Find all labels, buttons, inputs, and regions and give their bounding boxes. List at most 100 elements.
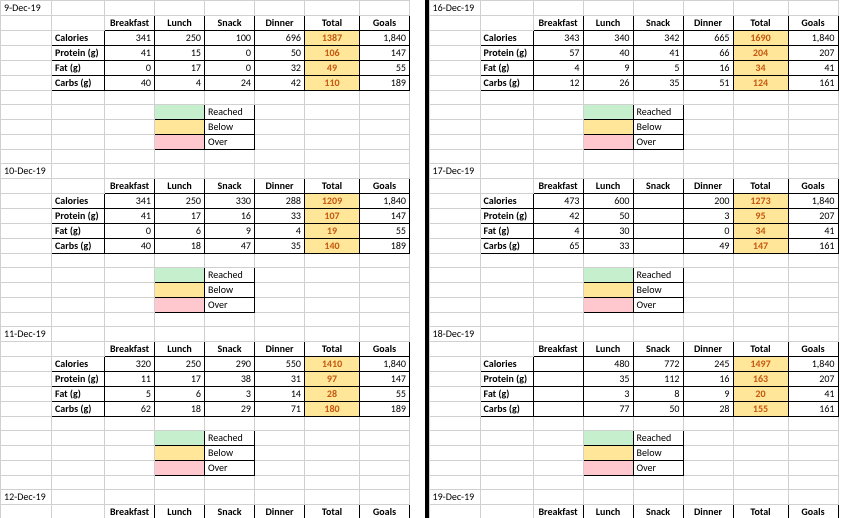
empty-cell <box>429 179 480 194</box>
empty-cell <box>583 476 633 490</box>
total-cell: 20 <box>733 387 788 402</box>
empty-cell <box>733 417 788 431</box>
legend-swatch <box>155 298 205 313</box>
empty-cell <box>255 135 305 150</box>
right-panel: 16-Dec-19BreakfastLunchSnackDinnerTotalG… <box>429 0 853 518</box>
empty-cell <box>429 342 480 357</box>
empty-cell <box>733 120 788 135</box>
legend-label: Over <box>633 135 683 150</box>
empty-cell <box>255 150 305 164</box>
legend-label: Over <box>633 461 683 476</box>
value-cell: 288 <box>255 194 305 209</box>
value-cell: 33 <box>583 239 633 254</box>
goal-cell: 55 <box>360 224 410 239</box>
empty-cell <box>633 490 683 505</box>
empty-cell <box>52 150 105 164</box>
goal-cell: 1,840 <box>788 31 838 46</box>
value-cell: 16 <box>205 209 255 224</box>
metric-label: Carbs (g) <box>52 239 105 254</box>
empty-cell <box>429 431 480 446</box>
empty-cell <box>1 239 52 254</box>
metric-label: Fat (g) <box>52 61 105 76</box>
value-cell: 112 <box>633 372 683 387</box>
legend-swatch <box>155 446 205 461</box>
value-cell: 9 <box>583 61 633 76</box>
empty-cell <box>360 313 410 327</box>
empty-cell <box>733 461 788 476</box>
value-cell: 343 <box>533 31 583 46</box>
meal-header: Breakfast <box>105 505 155 518</box>
goal-cell: 147 <box>360 372 410 387</box>
legend-label: Below <box>205 446 255 461</box>
empty-cell <box>1 254 52 268</box>
empty-cell <box>52 327 105 342</box>
legend-swatch <box>155 120 205 135</box>
value-cell: 41 <box>105 209 155 224</box>
legend-swatch <box>583 461 633 476</box>
total-cell: 95 <box>733 209 788 224</box>
legend-swatch <box>583 105 633 120</box>
metric-label: Calories <box>52 31 105 46</box>
metric-label: Fat (g) <box>480 61 533 76</box>
total-cell: 49 <box>305 61 360 76</box>
empty-cell <box>480 313 533 327</box>
empty-cell <box>480 505 533 518</box>
metric-label: Protein (g) <box>480 372 533 387</box>
metric-label: Carbs (g) <box>52 76 105 91</box>
empty-cell <box>533 268 583 283</box>
value-cell: 250 <box>155 357 205 372</box>
value-cell: 35 <box>255 239 305 254</box>
empty-cell <box>1 357 52 372</box>
empty-cell <box>429 461 480 476</box>
empty-cell <box>105 150 155 164</box>
empty-cell <box>583 313 633 327</box>
empty-cell <box>429 298 480 313</box>
empty-cell <box>52 446 105 461</box>
empty-cell <box>360 490 410 505</box>
value-cell: 16 <box>683 372 733 387</box>
empty-cell <box>105 298 155 313</box>
empty-cell <box>105 476 155 490</box>
empty-cell <box>1 342 52 357</box>
empty-cell <box>1 476 52 490</box>
empty-cell <box>305 446 360 461</box>
value-cell: 245 <box>683 357 733 372</box>
meal-header: Snack <box>633 342 683 357</box>
value-cell: 40 <box>105 76 155 91</box>
empty-cell <box>155 150 205 164</box>
metric-label: Protein (g) <box>52 46 105 61</box>
empty-cell <box>480 150 533 164</box>
empty-cell <box>105 164 155 179</box>
metric-label: Fat (g) <box>52 387 105 402</box>
metric-label: Fat (g) <box>52 224 105 239</box>
value-cell: 16 <box>683 61 733 76</box>
empty-cell <box>52 16 105 31</box>
value-cell: 49 <box>683 239 733 254</box>
empty-cell <box>583 1 633 16</box>
empty-cell <box>683 91 733 105</box>
goal-cell: 1,840 <box>360 194 410 209</box>
value-cell: 24 <box>205 76 255 91</box>
empty-cell <box>305 490 360 505</box>
metric-label: Protein (g) <box>52 372 105 387</box>
empty-cell <box>1 91 52 105</box>
value-cell: 41 <box>633 46 683 61</box>
empty-cell <box>1 209 52 224</box>
empty-cell <box>533 490 583 505</box>
value-cell: 0 <box>105 61 155 76</box>
empty-cell <box>205 1 255 16</box>
value-cell <box>533 402 583 417</box>
total-cell: 34 <box>733 61 788 76</box>
empty-cell <box>533 1 583 16</box>
empty-cell <box>305 417 360 431</box>
goal-cell: 207 <box>788 372 838 387</box>
empty-cell <box>255 268 305 283</box>
empty-cell <box>633 1 683 16</box>
value-cell: 14 <box>255 387 305 402</box>
legend-swatch <box>155 105 205 120</box>
legend-label: Reached <box>633 105 683 120</box>
empty-cell <box>733 327 788 342</box>
meal-header: Dinner <box>255 16 305 31</box>
value-cell: 480 <box>583 357 633 372</box>
metric-label: Calories <box>480 31 533 46</box>
